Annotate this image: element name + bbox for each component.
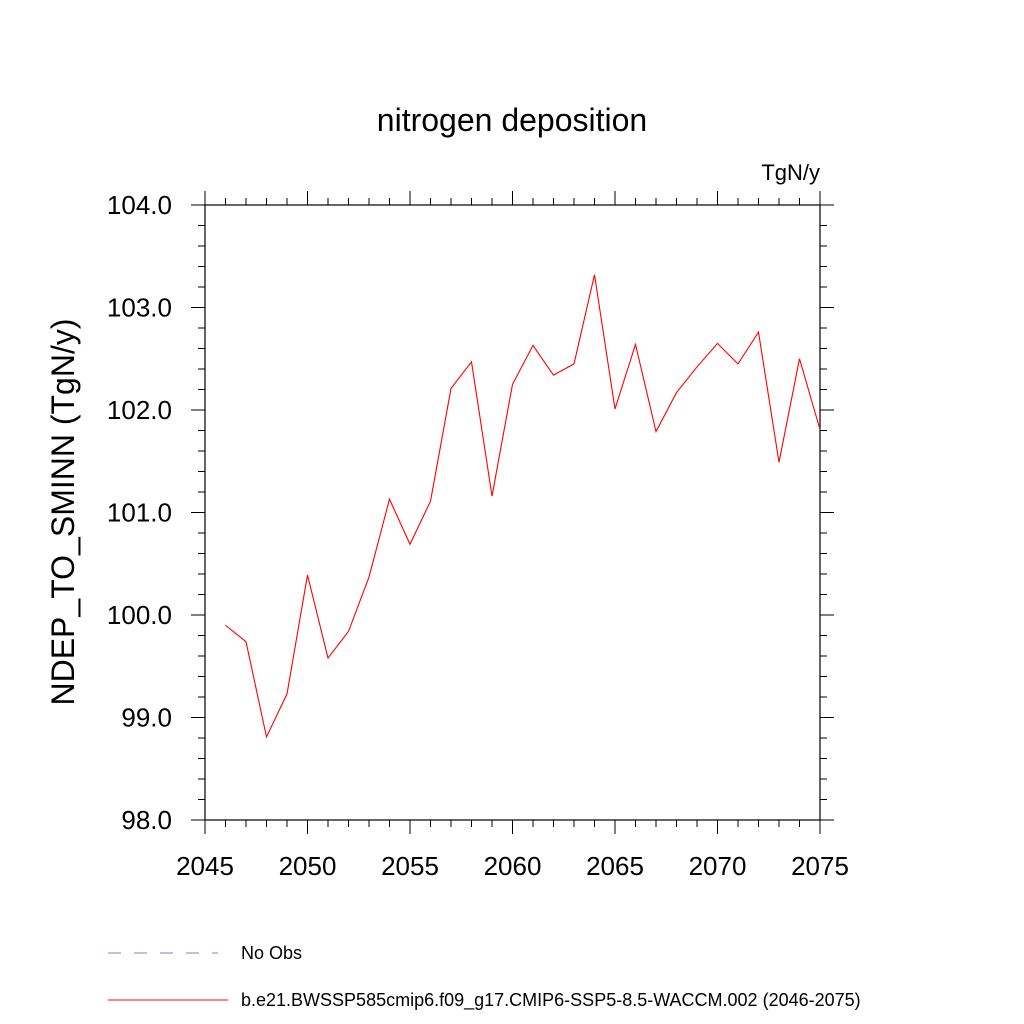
data-point [819, 428, 822, 431]
data-point [409, 543, 412, 546]
series-line [225, 274, 821, 739]
data-point [675, 391, 678, 394]
x-tick-label: 2070 [689, 851, 747, 881]
data-point [593, 273, 596, 276]
data-point [614, 407, 617, 410]
data-point [245, 640, 248, 643]
data-point [655, 430, 658, 433]
y-tick-label: 99.0 [121, 703, 172, 733]
y-axis-label: NDEP_TO_SMINN (TgN/y) [45, 318, 81, 705]
data-point [737, 362, 740, 365]
data-point [778, 461, 781, 464]
data-point [532, 344, 535, 347]
legend: No Obs b.e21.BWSSP585cmip6.f09_g17.CMIP6… [108, 943, 861, 1011]
data-point [470, 360, 473, 363]
data-point [286, 692, 289, 695]
y-tick-label: 98.0 [121, 805, 172, 835]
x-tick-label: 2050 [279, 851, 337, 881]
plot-frame [204, 204, 821, 821]
data-point [491, 495, 494, 498]
y-tick-label: 104.0 [107, 190, 172, 220]
data-point [798, 357, 801, 360]
x-tick-label: 2045 [176, 851, 234, 881]
data-point [224, 624, 227, 627]
legend-label-no-obs: No Obs [241, 943, 302, 963]
data-point [634, 343, 637, 346]
data-point [347, 630, 350, 633]
x-tick-label: 2075 [791, 851, 849, 881]
data-point [265, 735, 268, 738]
data-point [757, 331, 760, 334]
data-point [716, 342, 719, 345]
data-point [368, 576, 371, 579]
data-point [388, 498, 391, 501]
data-point [327, 657, 330, 660]
data-point [511, 383, 514, 386]
data-point [306, 574, 309, 577]
data-point [573, 362, 576, 365]
chart-title: nitrogen deposition [377, 102, 647, 138]
data-point [450, 387, 453, 390]
x-tick-label: 2055 [381, 851, 439, 881]
x-tick-label: 2065 [586, 851, 644, 881]
axis-tick-labels: 2045 2050 2055 2060 2065 2070 2075 98.0 99.0 100.… [107, 190, 849, 881]
data-point [552, 374, 555, 377]
units-label: TgN/y [761, 160, 820, 185]
legend-label-model: b.e21.BWSSP585cmip6.f09_g17.CMIP6-SSP5-8… [241, 990, 861, 1011]
axis-ticks [191, 191, 834, 834]
y-tick-label: 103.0 [107, 293, 172, 323]
data-point [429, 500, 432, 503]
y-tick-label: 102.0 [107, 395, 172, 425]
series-points [224, 273, 822, 738]
x-tick-label: 2060 [484, 851, 542, 881]
y-tick-label: 100.0 [107, 600, 172, 630]
y-tick-label: 101.0 [107, 498, 172, 528]
data-point [696, 365, 699, 368]
